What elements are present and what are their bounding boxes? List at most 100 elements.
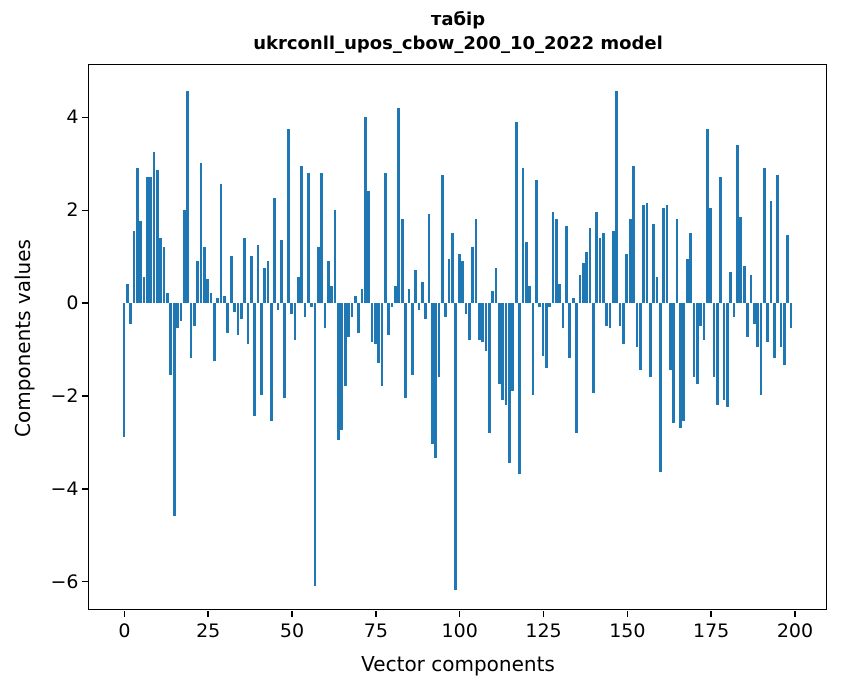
bar — [602, 233, 605, 303]
y-tick-label: −4 — [50, 477, 79, 500]
bar — [766, 302, 769, 343]
x-tick-label: 0 — [118, 619, 131, 642]
bar — [695, 302, 699, 384]
bar — [726, 302, 729, 408]
bar — [511, 302, 515, 391]
bar — [317, 246, 320, 303]
bar — [166, 293, 169, 303]
bar — [769, 200, 773, 303]
x-tick-mark — [458, 611, 461, 617]
bar — [484, 302, 488, 352]
bar — [464, 302, 468, 315]
bar — [531, 302, 535, 396]
bar — [229, 256, 233, 303]
bar — [159, 237, 163, 303]
bar — [192, 302, 196, 326]
bar — [313, 302, 317, 586]
x-tick-label: 75 — [363, 619, 388, 642]
x-tick-label: 200 — [776, 619, 814, 642]
bar — [310, 302, 313, 308]
bar — [538, 302, 541, 308]
bar — [125, 284, 129, 303]
bar — [635, 302, 639, 347]
bar — [420, 281, 424, 303]
bar — [682, 302, 686, 421]
bar — [786, 235, 790, 303]
bar — [642, 205, 645, 303]
bar — [749, 274, 753, 303]
bar — [266, 260, 270, 303]
bar — [524, 242, 528, 303]
bar — [142, 277, 146, 303]
bar — [585, 251, 588, 303]
bar — [669, 302, 672, 370]
bar — [290, 302, 293, 315]
bar — [223, 295, 226, 303]
bar — [588, 228, 592, 303]
bar — [692, 302, 696, 377]
x-axis-label: Vector components — [361, 652, 555, 676]
bar — [347, 302, 350, 338]
bar — [618, 302, 622, 326]
bar — [742, 265, 746, 303]
x-tick-label: 50 — [279, 619, 305, 642]
bar — [702, 302, 706, 340]
bar — [343, 302, 347, 387]
bar — [746, 302, 749, 338]
bar — [598, 237, 602, 303]
bar — [206, 279, 210, 303]
bar — [481, 302, 484, 343]
bar — [213, 302, 216, 361]
bar — [122, 302, 126, 438]
bar — [752, 302, 756, 324]
bar — [659, 302, 662, 473]
bar — [441, 175, 444, 303]
bar — [591, 302, 595, 394]
bar — [226, 302, 230, 333]
bar — [146, 177, 149, 303]
bar — [444, 302, 448, 317]
bar — [716, 302, 719, 405]
bar — [615, 91, 619, 303]
bar — [219, 184, 223, 303]
x-tick-mark — [542, 611, 545, 617]
bar — [196, 260, 199, 303]
bar — [467, 302, 471, 340]
bar — [494, 267, 498, 303]
bar — [179, 302, 183, 322]
x-tick-label: 175 — [693, 619, 730, 642]
bar — [236, 302, 240, 336]
bar — [333, 209, 337, 303]
bar — [427, 214, 431, 303]
bar — [779, 302, 783, 347]
bar — [414, 270, 417, 303]
bar — [437, 302, 441, 377]
bar — [739, 216, 743, 303]
bar — [243, 237, 246, 303]
bar — [776, 175, 780, 303]
x-tick-label: 25 — [196, 619, 221, 642]
bar — [186, 91, 189, 303]
bar — [384, 172, 387, 303]
x-tick-mark — [123, 611, 126, 617]
y-tick-label: 4 — [66, 106, 79, 129]
y-tick-label: −6 — [50, 570, 79, 593]
y-tick-mark — [82, 488, 88, 490]
bar — [756, 302, 759, 347]
bar — [283, 302, 287, 398]
bar — [534, 179, 538, 303]
bar — [568, 302, 572, 359]
bar — [129, 302, 132, 324]
bar — [565, 226, 568, 303]
chart-title: табір ukrconll_upos_cbow_200_10_2022 mod… — [88, 8, 828, 56]
bar — [555, 219, 558, 303]
bar — [370, 302, 374, 343]
bar — [518, 302, 521, 475]
bar — [135, 168, 139, 303]
bar — [357, 302, 360, 333]
plot-area — [88, 64, 827, 610]
bar — [273, 198, 277, 303]
bar — [685, 258, 689, 303]
bar — [300, 165, 303, 303]
